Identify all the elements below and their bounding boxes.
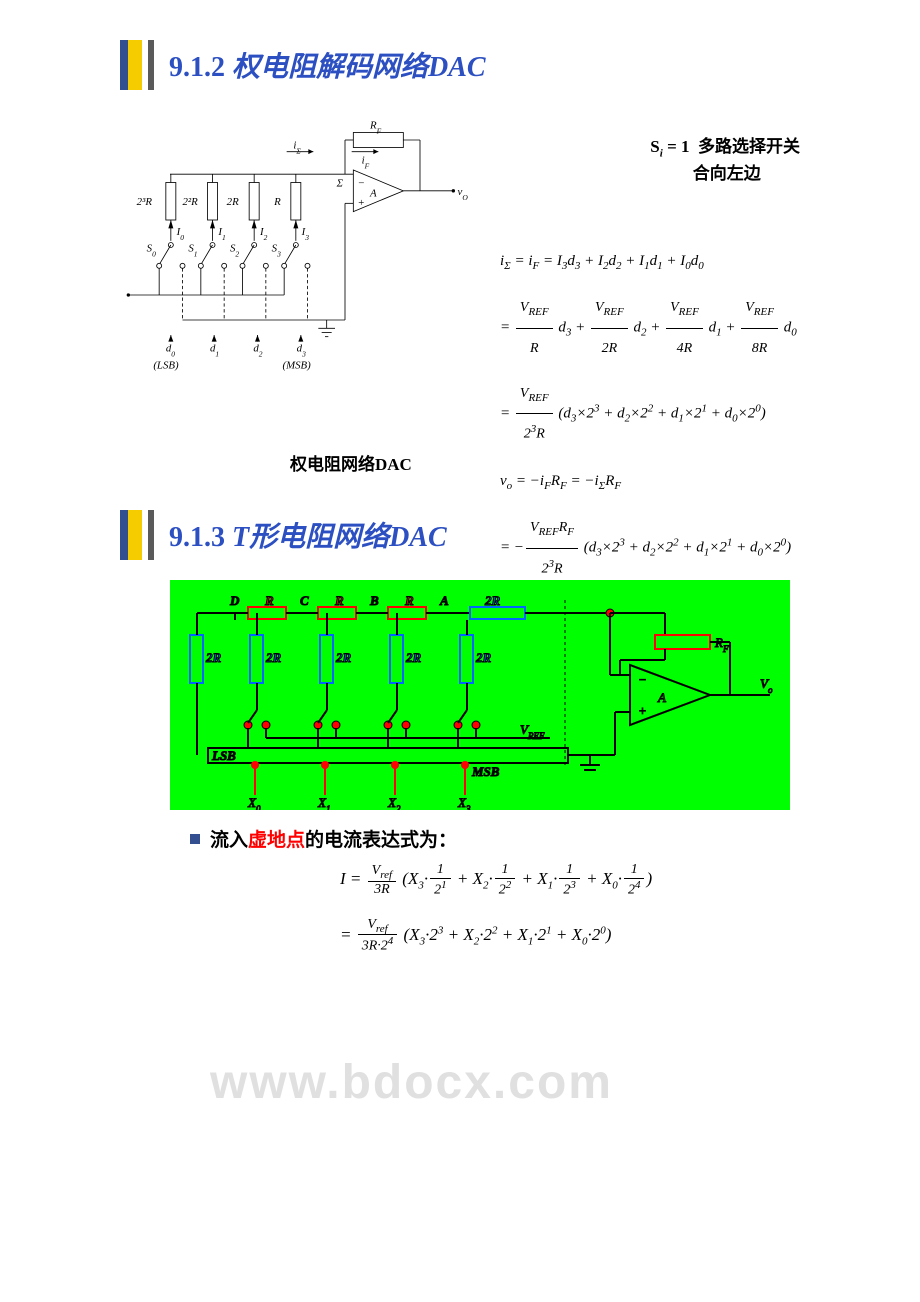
section-number: 9.1.2 <box>169 52 225 83</box>
eq-i-factored: = Vref3R·24 (X3·23 + X2·22 + X1·21 + X0·… <box>340 917 860 955</box>
section-header-1: 9.1.2 权电阻解码网络DAC <box>120 40 860 90</box>
svg-text:2R: 2R <box>335 650 352 665</box>
section-title-2: 9.1.3 T形电阻网络DAC <box>169 515 447 555</box>
eq-i-expanded: I = Vref3R (X3·121 + X2·122 + X1·123 + X… <box>340 862 860 899</box>
svg-text:S0: S0 <box>147 243 156 259</box>
bullet-current-expression: 流入虚地点的电流表达式为： <box>190 825 860 852</box>
svg-text:S1: S1 <box>188 243 197 259</box>
svg-text:(LSB): (LSB) <box>153 359 179 371</box>
svg-text:2R: 2R <box>405 650 422 665</box>
svg-text:2³R: 2³R <box>137 196 153 208</box>
circuit-caption-1: 权电阻网络DAC <box>290 450 412 475</box>
svg-text:d0: d0 <box>166 343 175 358</box>
svg-text:B: B <box>369 593 379 608</box>
svg-text:2R: 2R <box>205 650 222 665</box>
eq-factored: = VREF23R (d3×23 + d2×22 + d1×21 + d0×20… <box>500 374 797 454</box>
svg-text:2R: 2R <box>227 196 239 208</box>
svg-text:D: D <box>229 593 240 608</box>
svg-text:X1: X1 <box>317 795 330 810</box>
svg-text:S2: S2 <box>230 243 239 259</box>
watermark-text: www.bdocx.com <box>210 1055 613 1110</box>
eq-isigma: iΣ = iF = I3d3 + I2d2 + I1d1 + I0d0 <box>500 240 797 282</box>
section-title-text: 权电阻解码网络DAC <box>232 52 486 83</box>
svg-text:Σ: Σ <box>336 178 344 190</box>
svg-text:MSB: MSB <box>471 764 500 779</box>
svg-text:2R: 2R <box>265 650 282 665</box>
svg-text:I0: I0 <box>176 226 185 242</box>
bullet-text-red: 虚地点 <box>248 825 305 852</box>
svg-text:vO: vO <box>458 186 469 202</box>
slide-weighted-resistor-dac: 9.1.2 权电阻解码网络DAC Si = 1 多路选择开关 合向左边 RF i… <box>60 40 860 470</box>
svg-text:R: R <box>273 196 281 208</box>
svg-text:R: R <box>334 593 344 608</box>
svg-text:(MSB): (MSB) <box>283 359 312 371</box>
header-decoration-2 <box>120 510 154 560</box>
svg-text:X2: X2 <box>387 795 401 810</box>
svg-text:A: A <box>369 188 377 200</box>
svg-text:+: + <box>638 703 647 718</box>
svg-text:R: R <box>404 593 414 608</box>
svg-text:LSB: LSB <box>211 748 236 763</box>
slide-t-resistor-dac: www.bdocx.com 9.1.3 T形电阻网络DAC D C B A R … <box>60 510 860 955</box>
svg-text:R: R <box>264 593 274 608</box>
svg-text:X0: X0 <box>247 795 261 810</box>
eq-vo: vo = −iFRF = −iΣRF <box>500 460 797 502</box>
svg-text:iF: iF <box>362 154 370 169</box>
svg-text:C: C <box>300 593 309 608</box>
bullet-square-icon <box>190 834 200 844</box>
svg-text:d3: d3 <box>297 343 306 358</box>
header-decoration <box>120 40 154 90</box>
svg-text:X3: X3 <box>457 795 471 810</box>
section-header-2: 9.1.3 T形电阻网络DAC <box>120 510 860 560</box>
svg-text:−: − <box>638 672 647 687</box>
svg-text:Vo: Vo <box>760 676 773 695</box>
svg-text:2R: 2R <box>475 650 492 665</box>
svg-text:d2: d2 <box>253 343 262 358</box>
svg-text:I1: I1 <box>217 226 225 242</box>
svg-text:A: A <box>439 593 449 608</box>
switch-annotation: Si = 1 多路选择开关 合向左边 <box>650 132 800 184</box>
weighted-resistor-circuit: RF iF iΣ Σ − + A vO <box>120 110 470 430</box>
eq-expanded: = VREFR d3 + VREF2R d2 + VREF4R d1 + VRE… <box>500 288 797 368</box>
svg-text:I2: I2 <box>259 226 268 242</box>
svg-text:I3: I3 <box>301 226 310 242</box>
svg-text:RF: RF <box>714 635 729 654</box>
bullet-text-pre: 流入 <box>210 825 248 852</box>
svg-text:iΣ: iΣ <box>293 139 301 155</box>
svg-text:S3: S3 <box>272 243 281 259</box>
svg-text:2²R: 2²R <box>183 196 199 208</box>
section-number-2: 9.1.3 <box>169 522 225 553</box>
section-title-text-2: T形电阻网络DAC <box>232 522 447 553</box>
bullet-text-post: 的电流表达式为： <box>305 825 457 852</box>
svg-text:2R: 2R <box>484 593 501 608</box>
section-title-1: 9.1.2 权电阻解码网络DAC <box>169 45 486 85</box>
svg-text:d1: d1 <box>210 343 219 358</box>
svg-text:A: A <box>657 690 666 705</box>
svg-text:−: − <box>358 178 365 190</box>
svg-text:+: + <box>358 197 365 209</box>
equations-block-2: I = Vref3R (X3·121 + X2·122 + X1·123 + X… <box>340 862 860 955</box>
t-network-circuit: D C B A R R R 2R <box>170 580 790 810</box>
